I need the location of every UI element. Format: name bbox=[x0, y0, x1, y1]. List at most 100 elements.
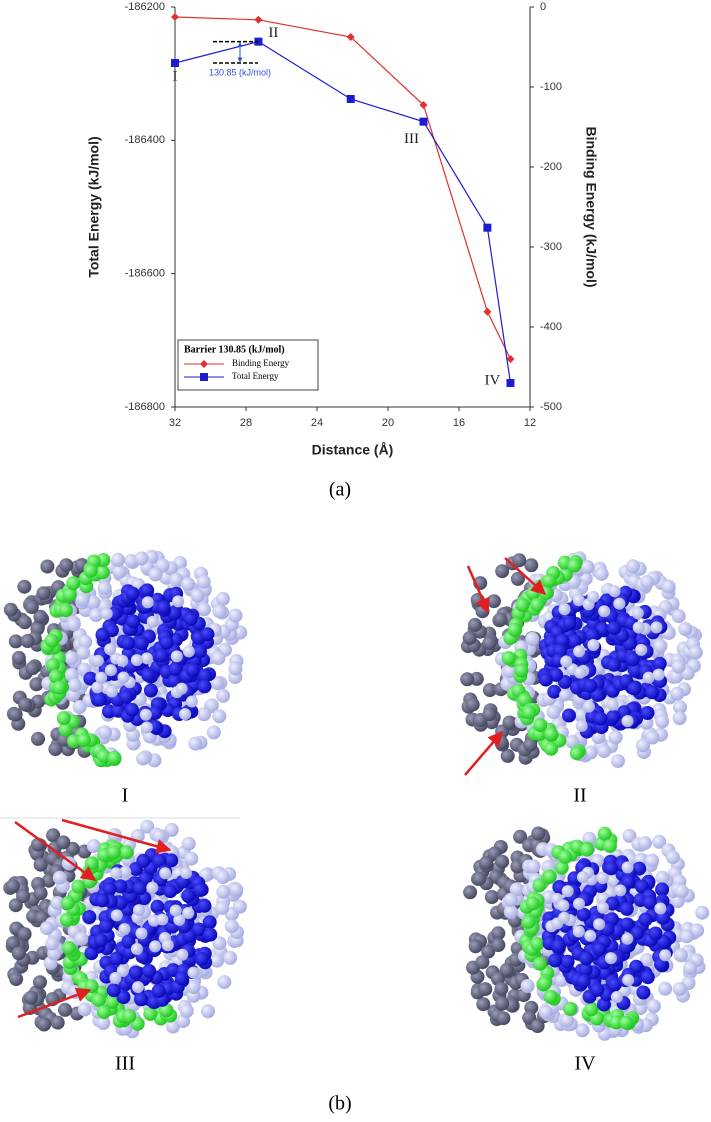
sphere bbox=[495, 564, 510, 579]
sphere bbox=[201, 1004, 215, 1019]
sphere bbox=[510, 571, 525, 586]
sphere bbox=[197, 707, 212, 722]
sphere bbox=[627, 681, 642, 696]
sphere bbox=[672, 982, 687, 996]
sphere bbox=[538, 672, 553, 687]
sphere bbox=[168, 661, 183, 676]
sphere bbox=[182, 907, 195, 919]
sphere bbox=[210, 676, 224, 691]
sphere bbox=[179, 708, 192, 721]
sphere bbox=[695, 905, 710, 920]
sphere bbox=[486, 594, 501, 609]
sphere bbox=[636, 738, 650, 753]
sphere bbox=[41, 873, 56, 888]
sphere bbox=[98, 919, 113, 934]
legend-label: Binding Energy bbox=[232, 358, 290, 368]
sphere bbox=[133, 881, 147, 896]
sphere bbox=[523, 737, 538, 752]
sphere bbox=[636, 985, 651, 1000]
sphere bbox=[567, 558, 582, 573]
sphere bbox=[579, 842, 594, 857]
sphere bbox=[661, 579, 676, 594]
sphere bbox=[173, 913, 186, 926]
sphere bbox=[122, 1009, 137, 1024]
sphere bbox=[224, 919, 239, 934]
sphere bbox=[56, 835, 71, 850]
sphere bbox=[17, 615, 32, 630]
sphere bbox=[60, 896, 75, 911]
sphere bbox=[530, 597, 545, 612]
sphere bbox=[119, 689, 134, 704]
sphere bbox=[631, 607, 644, 620]
sphere bbox=[194, 952, 209, 966]
sphere bbox=[62, 587, 77, 602]
sphere bbox=[156, 913, 169, 926]
sphere bbox=[551, 938, 566, 953]
sphere bbox=[198, 668, 213, 683]
sphere bbox=[107, 750, 122, 765]
sphere bbox=[500, 748, 515, 763]
sphere bbox=[544, 727, 559, 741]
sphere bbox=[110, 867, 123, 880]
sphere bbox=[503, 905, 518, 919]
sphere bbox=[562, 708, 576, 723]
sphere bbox=[58, 722, 73, 737]
sphere bbox=[652, 668, 665, 681]
sphere bbox=[24, 600, 39, 615]
sphere bbox=[146, 881, 159, 894]
sphere bbox=[462, 631, 477, 646]
legend-marker bbox=[200, 373, 208, 381]
point bbox=[171, 59, 179, 67]
sphere bbox=[97, 581, 112, 596]
sphere bbox=[84, 946, 99, 961]
sphere bbox=[62, 941, 76, 955]
sphere bbox=[130, 943, 143, 955]
sphere bbox=[572, 925, 585, 938]
x-tick-label: 16 bbox=[453, 417, 465, 429]
sphere bbox=[608, 585, 621, 598]
sphere bbox=[496, 1011, 511, 1026]
point bbox=[419, 117, 428, 126]
sphere bbox=[83, 671, 98, 686]
sphere bbox=[229, 882, 244, 897]
sphere bbox=[559, 689, 572, 702]
sphere bbox=[105, 685, 118, 698]
sphere bbox=[76, 645, 91, 660]
sphere bbox=[481, 944, 496, 959]
sphere bbox=[690, 923, 705, 938]
sphere bbox=[609, 1015, 624, 1030]
sphere bbox=[71, 879, 86, 894]
sphere bbox=[630, 925, 645, 940]
sphere bbox=[66, 617, 81, 632]
sphere bbox=[50, 896, 65, 910]
sphere bbox=[607, 621, 622, 636]
y-tick-label: -186400 bbox=[125, 134, 165, 146]
sphere bbox=[463, 885, 478, 900]
sphere bbox=[608, 730, 623, 745]
sphere bbox=[33, 886, 48, 901]
sphere bbox=[683, 960, 698, 975]
sphere bbox=[537, 976, 552, 991]
sphere bbox=[154, 648, 169, 663]
sphere bbox=[46, 828, 61, 843]
point bbox=[346, 95, 355, 103]
sphere bbox=[163, 884, 178, 899]
sphere bbox=[180, 867, 192, 879]
sphere bbox=[170, 650, 183, 663]
sphere bbox=[187, 966, 200, 979]
sphere bbox=[567, 634, 582, 648]
sphere bbox=[594, 566, 609, 581]
sphere bbox=[66, 734, 81, 749]
sphere bbox=[140, 721, 153, 734]
sphere bbox=[159, 1003, 174, 1018]
sphere bbox=[58, 1002, 72, 1017]
sphere bbox=[113, 879, 128, 894]
sphere bbox=[181, 577, 195, 592]
barrier-label: 130.85 (kJ/mol) bbox=[209, 67, 271, 77]
y2-axis-label: Binding Energy (kJ/mol) bbox=[583, 126, 599, 287]
y-tick-label: -186800 bbox=[125, 401, 165, 413]
sphere bbox=[172, 595, 185, 608]
sphere bbox=[502, 664, 517, 679]
sphere bbox=[181, 888, 196, 903]
sphere bbox=[188, 736, 203, 751]
